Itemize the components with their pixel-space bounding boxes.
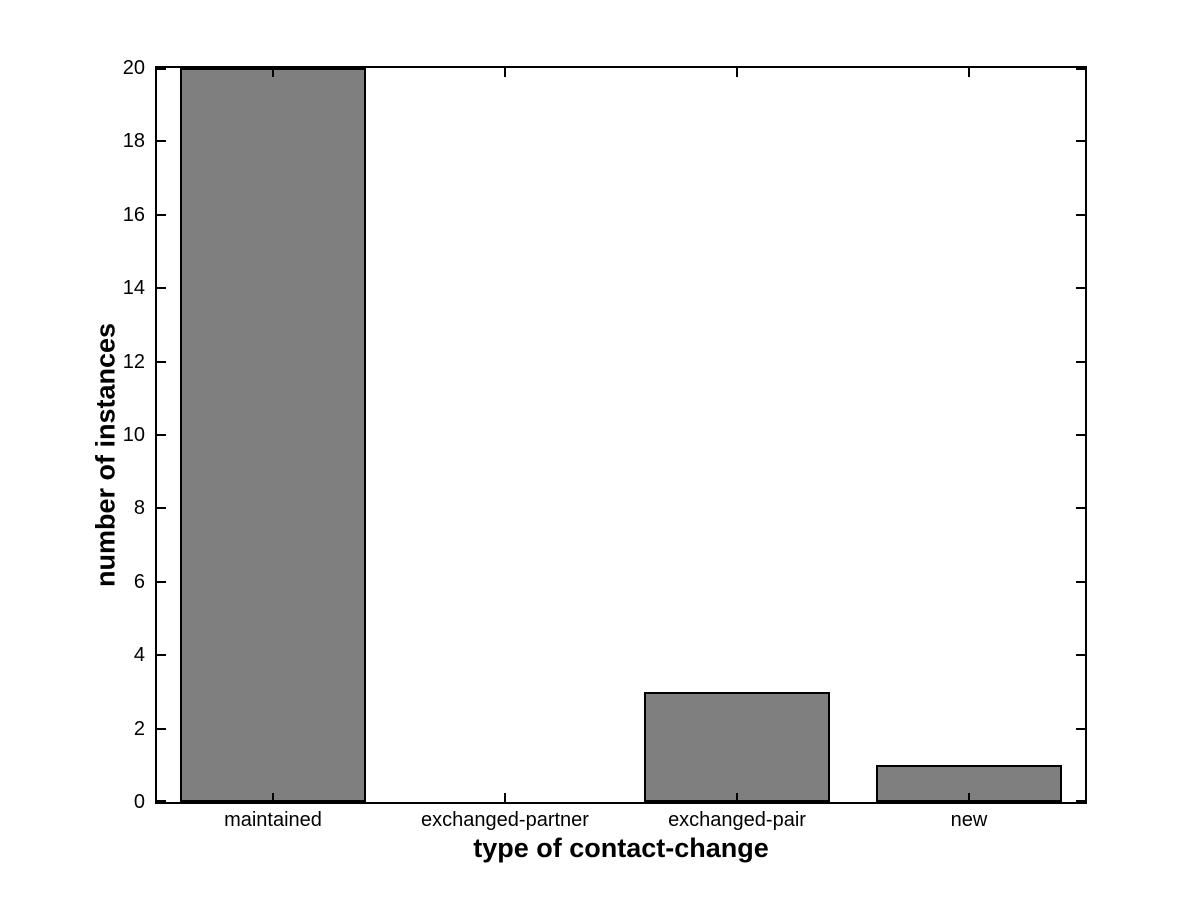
y-tick-mirror — [1076, 434, 1085, 436]
bar-maintained — [180, 68, 366, 802]
y-tick-mirror — [1076, 140, 1085, 143]
y-tick-label: 6 — [133, 570, 145, 593]
y-tick-mirror — [1076, 507, 1085, 510]
y-tick-label: 10 — [122, 424, 145, 446]
y-tick-label: 14 — [122, 277, 145, 300]
y-tick-mirror — [1076, 580, 1085, 583]
x-tick — [504, 793, 506, 802]
bar-exchanged-pair — [644, 691, 830, 802]
y-tick — [157, 360, 166, 363]
y-tick-label: 18 — [122, 130, 145, 153]
y-tick-mirror — [1076, 68, 1085, 70]
y-tick-mirror — [1076, 654, 1085, 657]
y-axis-label: number of instances — [90, 322, 121, 588]
y-tick — [157, 727, 166, 730]
y-tick — [157, 434, 166, 436]
plot-area — [155, 66, 1087, 804]
y-tick — [157, 68, 166, 70]
y-tick — [157, 140, 166, 143]
y-tick-mirror — [1076, 213, 1085, 216]
y-tick-mirror — [1076, 727, 1085, 730]
y-tick-label: 0 — [133, 791, 145, 813]
x-tick-mirror — [504, 68, 506, 77]
y-tick-mirror — [1076, 287, 1085, 290]
y-tick-mirror — [1076, 360, 1085, 363]
y-tick — [157, 580, 166, 583]
x-tick — [968, 793, 970, 802]
y-tick — [157, 287, 166, 290]
x-axis-label: type of contact-change — [473, 833, 769, 863]
x-tick-label: exchanged-partner — [421, 809, 589, 831]
y-tick-label: 12 — [122, 350, 145, 373]
x-tick — [272, 793, 274, 802]
y-tick — [157, 213, 166, 216]
y-tick-mirror — [1076, 800, 1085, 802]
x-tick-label: maintained — [224, 809, 322, 831]
x-tick-label: new — [950, 809, 988, 831]
x-tick-mirror — [736, 68, 738, 77]
x-tick — [736, 793, 738, 802]
x-tick-mirror — [272, 68, 274, 77]
y-tick — [157, 800, 166, 802]
y-tick-label: 20 — [122, 57, 145, 79]
y-tick-label: 4 — [133, 644, 145, 667]
y-tick — [157, 507, 166, 510]
y-tick — [157, 654, 166, 657]
x-tick-mirror — [968, 68, 970, 77]
y-tick-label: 16 — [122, 203, 145, 226]
y-tick-label: 8 — [133, 497, 145, 520]
y-tick-label: 2 — [133, 717, 145, 740]
x-tick-label: exchanged-pair — [668, 809, 806, 831]
